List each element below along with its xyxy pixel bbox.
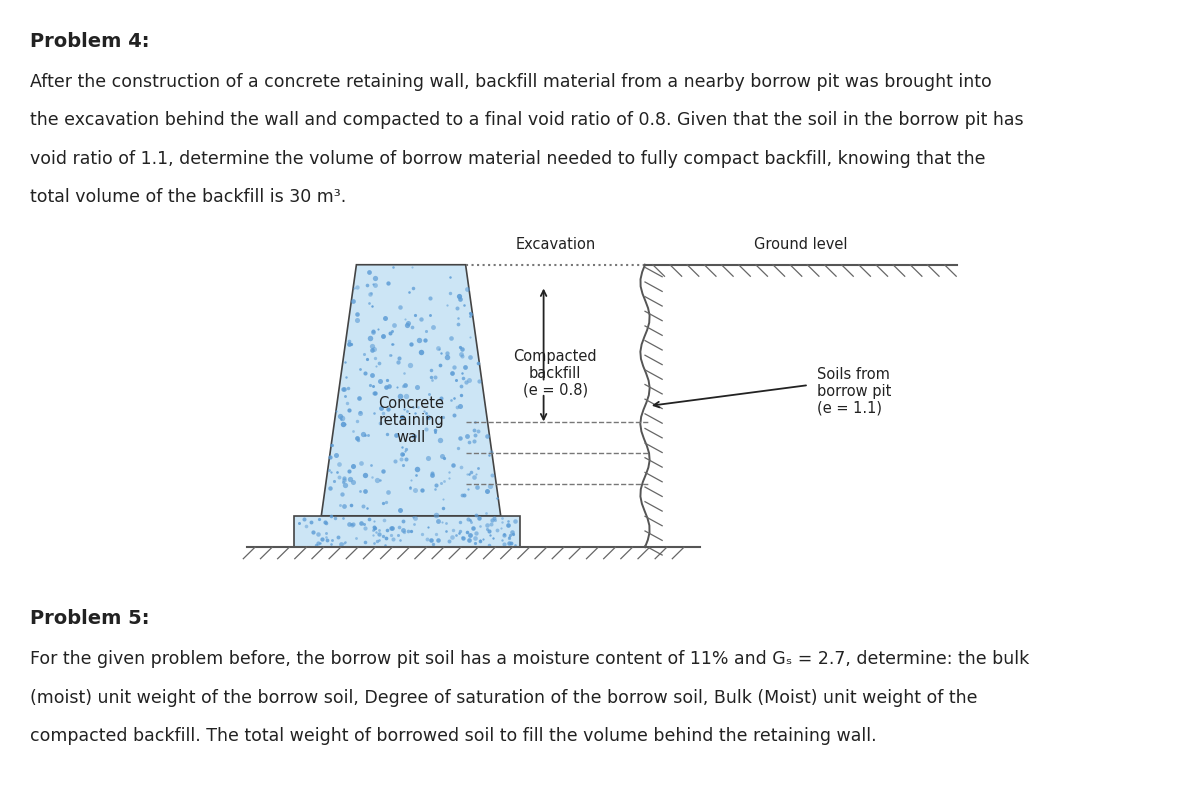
Text: After the construction of a concrete retaining wall, backfill material from a ne: After the construction of a concrete ret… xyxy=(30,73,991,92)
Text: wall: wall xyxy=(396,431,426,446)
Text: Soils from: Soils from xyxy=(817,367,889,382)
Text: (e = 1.1): (e = 1.1) xyxy=(817,400,882,416)
Text: Ground level: Ground level xyxy=(755,236,847,252)
Text: For the given problem before, the borrow pit soil has a moisture content of 11% : For the given problem before, the borrow… xyxy=(30,650,1030,669)
Text: Excavation: Excavation xyxy=(515,236,595,252)
Text: (e = 0.8): (e = 0.8) xyxy=(523,383,588,398)
Text: backfill: backfill xyxy=(529,366,582,381)
Text: borrow pit: borrow pit xyxy=(817,384,890,399)
Text: (moist) unit weight of the borrow soil, Degree of saturation of the borrow soil,: (moist) unit weight of the borrow soil, … xyxy=(30,689,978,707)
Text: total volume of the backfill is 30 m³.: total volume of the backfill is 30 m³. xyxy=(30,188,347,206)
Text: Concrete: Concrete xyxy=(378,396,444,411)
Text: compacted backfill. The total weight of borrowed soil to fill the volume behind : compacted backfill. The total weight of … xyxy=(30,727,877,745)
Text: Problem 5:: Problem 5: xyxy=(30,609,150,628)
Text: void ratio of 1.1, determine the volume of borrow material needed to fully compa: void ratio of 1.1, determine the volume … xyxy=(30,150,985,168)
Text: the excavation behind the wall and compacted to a final void ratio of 0.8. Given: the excavation behind the wall and compa… xyxy=(30,111,1024,130)
Polygon shape xyxy=(322,265,500,516)
Text: Problem 4:: Problem 4: xyxy=(30,32,150,51)
Text: Compacted: Compacted xyxy=(514,349,598,364)
Bar xyxy=(294,516,521,547)
Text: retaining: retaining xyxy=(378,413,444,428)
